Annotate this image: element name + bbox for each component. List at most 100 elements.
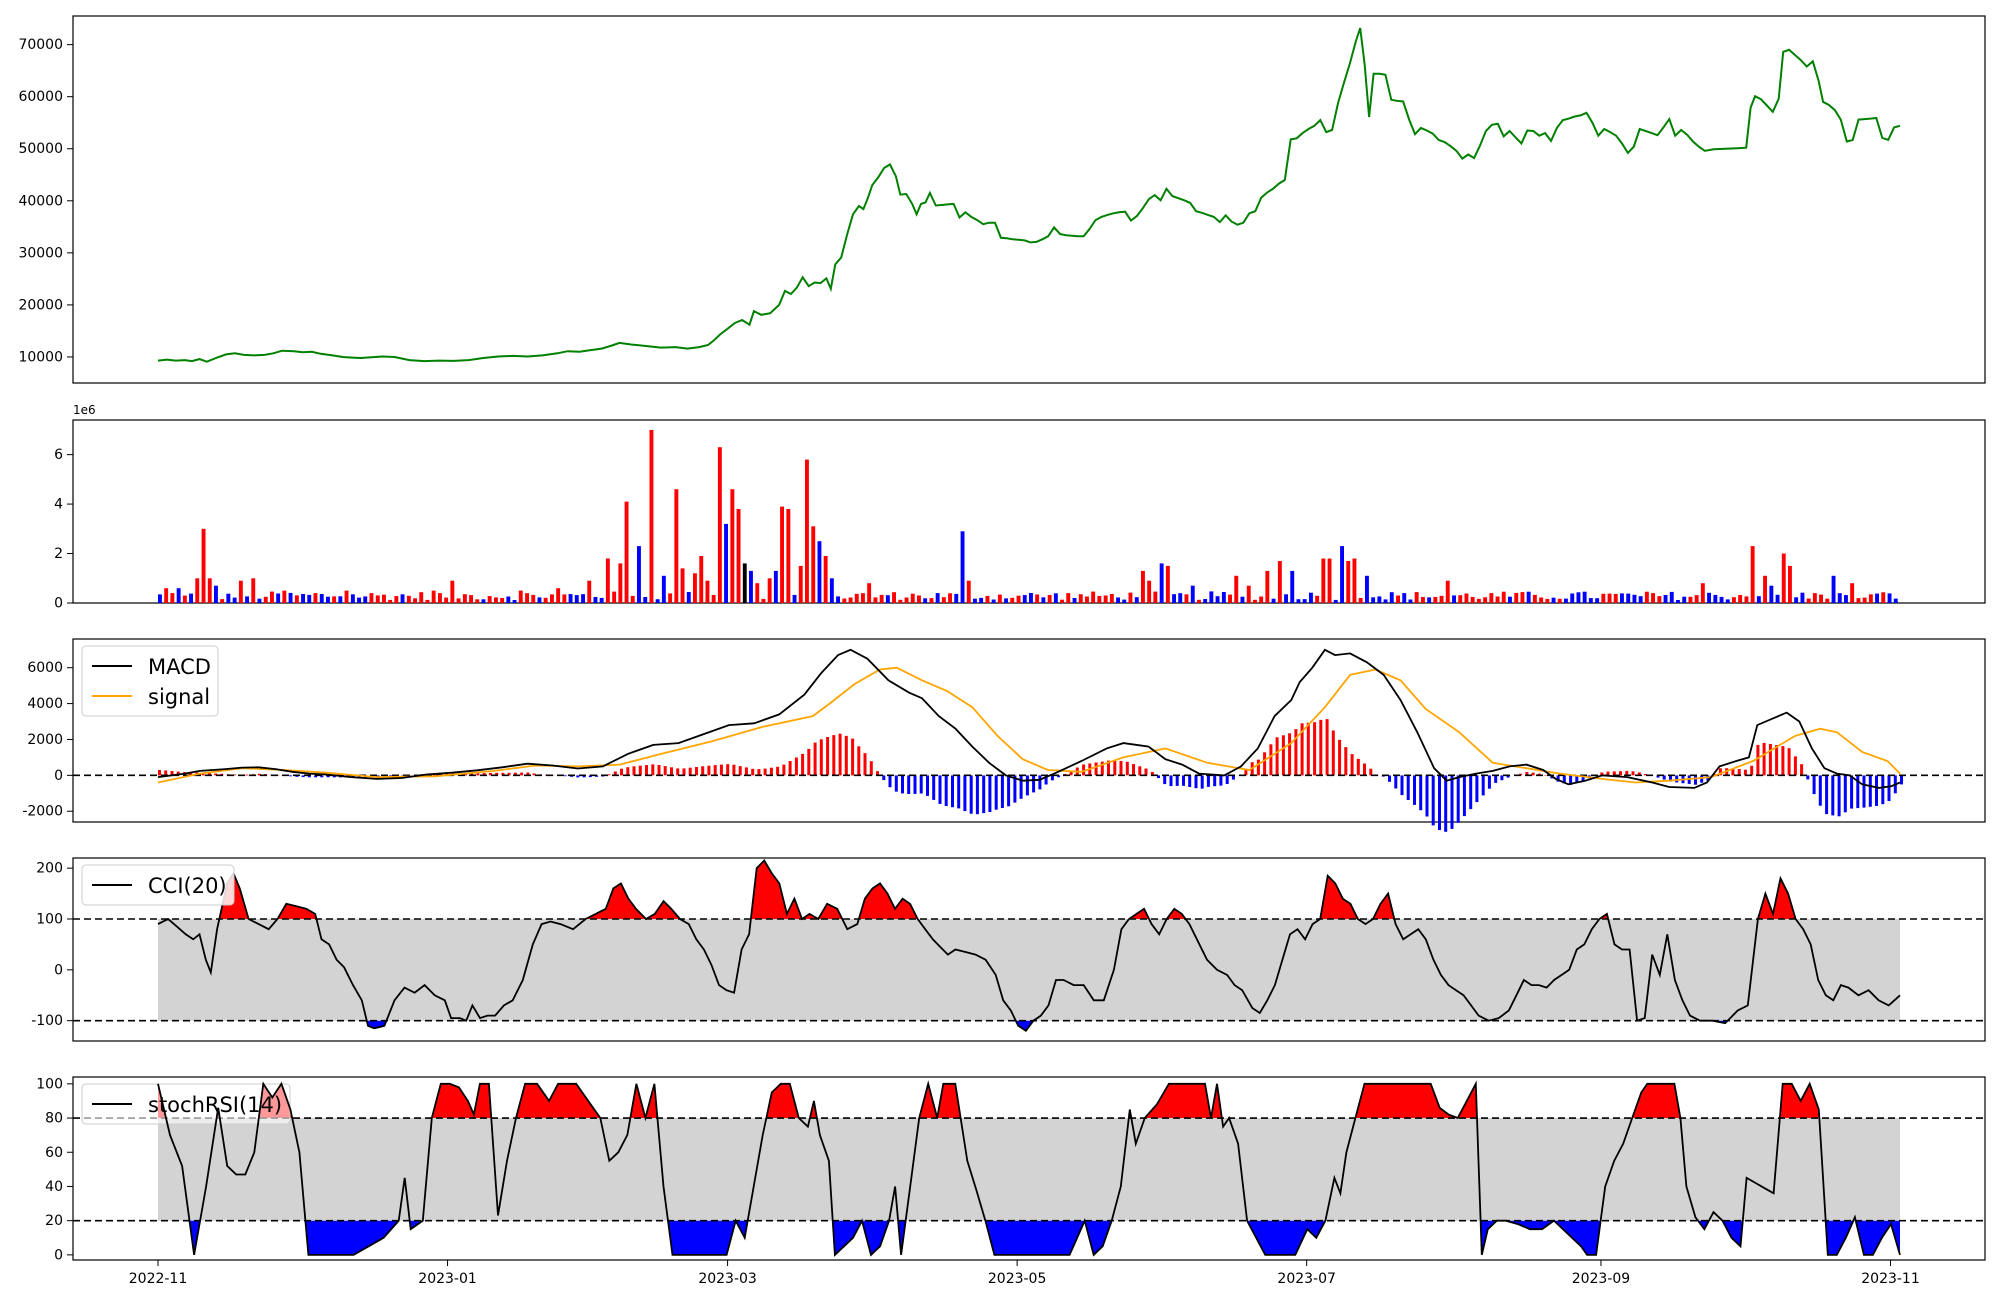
volume-bar bbox=[1713, 594, 1718, 603]
macd-histogram-bar bbox=[1875, 775, 1878, 806]
stochrsi-line bbox=[157, 1080, 1901, 1257]
volume-bar bbox=[1458, 595, 1463, 603]
macd-histogram-bar bbox=[994, 775, 998, 810]
volume-bar bbox=[375, 595, 380, 603]
volume-bar bbox=[1172, 594, 1176, 603]
volume-bar bbox=[649, 429, 654, 603]
x-tick-label: 2023-03 bbox=[698, 1271, 757, 1287]
volume-bar bbox=[1744, 596, 1749, 603]
macd-histogram-bar bbox=[1731, 768, 1735, 776]
macd-histogram-bar bbox=[1419, 775, 1423, 811]
macd-histogram-bar bbox=[1531, 772, 1535, 776]
volume-bar bbox=[574, 595, 579, 603]
volume-panel: 0 2 4 6 1e6 bbox=[54, 403, 1986, 612]
volume-bar bbox=[1190, 585, 1195, 603]
macd-histogram-bar bbox=[926, 775, 929, 796]
macd-histogram-bar bbox=[1881, 775, 1885, 805]
macd-histogram-bar bbox=[757, 769, 761, 776]
volume-bar bbox=[176, 588, 181, 603]
volume-bar bbox=[674, 489, 679, 603]
volume-bar bbox=[1582, 591, 1587, 603]
volume-bar bbox=[1284, 594, 1288, 603]
x-tick-label: 2023-09 bbox=[1572, 1271, 1631, 1287]
x-tick-label: 2023-01 bbox=[418, 1271, 477, 1287]
cci-y-tick-label: 0 bbox=[54, 962, 63, 978]
macd-histogram-bar bbox=[751, 768, 755, 776]
macd-histogram-bar bbox=[1206, 775, 1210, 787]
volume-bar bbox=[319, 594, 324, 603]
volume-bar bbox=[954, 593, 959, 603]
macd-histogram-bar bbox=[1107, 760, 1110, 776]
macd-histogram-bar bbox=[1775, 745, 1779, 776]
volume-bar bbox=[1402, 593, 1407, 603]
price-y-tick-label: 20000 bbox=[18, 297, 63, 313]
stochrsi-y-tick-label: 80 bbox=[45, 1111, 63, 1127]
volume-bar bbox=[997, 594, 1002, 603]
volume-bar bbox=[425, 599, 430, 603]
volume-bar bbox=[923, 598, 928, 603]
macd-histogram-bar bbox=[1438, 775, 1441, 830]
volume-bar bbox=[350, 594, 355, 603]
macd-histogram-bar bbox=[1619, 771, 1622, 776]
volume-bar bbox=[226, 593, 231, 603]
macd-histogram-bar bbox=[1288, 733, 1292, 776]
volume-bar bbox=[1576, 592, 1581, 603]
volume-bar bbox=[1620, 593, 1624, 603]
volume-bar bbox=[294, 595, 299, 603]
macd-histogram-bar bbox=[663, 766, 667, 776]
macd-histogram-bar bbox=[1694, 775, 1697, 785]
volume-bar bbox=[1893, 598, 1898, 603]
macd-histogram-bar bbox=[1331, 730, 1335, 776]
volume-bar bbox=[1228, 594, 1232, 603]
volume-bar bbox=[1047, 595, 1052, 603]
macd-histogram-bar bbox=[1213, 775, 1217, 787]
macd-histogram-bar bbox=[158, 770, 161, 776]
volume-bar bbox=[525, 593, 529, 603]
macd-histogram-bar bbox=[1812, 775, 1816, 795]
macd-histogram-bar bbox=[1644, 774, 1647, 776]
volume-bar bbox=[680, 568, 685, 603]
macd-histogram-bar bbox=[1456, 775, 1460, 823]
volume-bar bbox=[394, 596, 399, 603]
volume-bar bbox=[487, 596, 492, 603]
volume-bar bbox=[1240, 596, 1245, 603]
volume-bar bbox=[817, 541, 822, 603]
volume-bar bbox=[201, 528, 206, 603]
macd-histogram-bar bbox=[888, 775, 892, 788]
volume-bar bbox=[562, 594, 567, 603]
macd-histogram-bar bbox=[520, 772, 524, 776]
volume-bar bbox=[568, 594, 573, 603]
volume-bar bbox=[1066, 593, 1071, 603]
macd-histogram-bar bbox=[1837, 775, 1841, 817]
volume-bar bbox=[1588, 598, 1593, 603]
volume-bar bbox=[1215, 596, 1220, 603]
macd-histogram-bar bbox=[1388, 775, 1391, 782]
macd-histogram-bar bbox=[1506, 775, 1510, 778]
volume-bar bbox=[749, 570, 753, 603]
macd-histogram-bar bbox=[1556, 775, 1560, 782]
macd-histogram-bar bbox=[1781, 746, 1785, 776]
date-x-axis: 2022-11 2023-01 2023-03 2023-05 2023-07 2023-… bbox=[129, 1260, 1920, 1287]
macd-histogram-bar bbox=[1013, 775, 1017, 803]
macd-histogram-bar bbox=[1637, 772, 1641, 776]
volume-bar bbox=[1327, 558, 1332, 603]
volume-bar bbox=[867, 583, 872, 603]
volume-y-tick-label: 2 bbox=[54, 546, 63, 562]
volume-bar bbox=[1551, 597, 1556, 603]
macd-histogram-bar bbox=[1569, 775, 1573, 785]
volume-bar bbox=[556, 588, 561, 603]
volume-bar bbox=[406, 595, 411, 603]
volume-bar bbox=[1004, 598, 1008, 603]
volume-bar bbox=[761, 598, 766, 603]
cci-y-axis: -100 0 100 200 bbox=[31, 861, 73, 1029]
macd-histogram-bar bbox=[326, 775, 330, 778]
volume-bar bbox=[1781, 553, 1786, 603]
volume-bar bbox=[475, 599, 480, 603]
macd-histogram-bar bbox=[988, 775, 992, 812]
macd-histogram-bar bbox=[189, 772, 193, 776]
macd-histogram-bar bbox=[982, 775, 986, 814]
price-y-axis: 10000 20000 30000 40000 50000 60000 70000 bbox=[18, 37, 73, 365]
macd-histogram-bar bbox=[838, 733, 842, 776]
macd-histogram-bar bbox=[207, 773, 211, 776]
